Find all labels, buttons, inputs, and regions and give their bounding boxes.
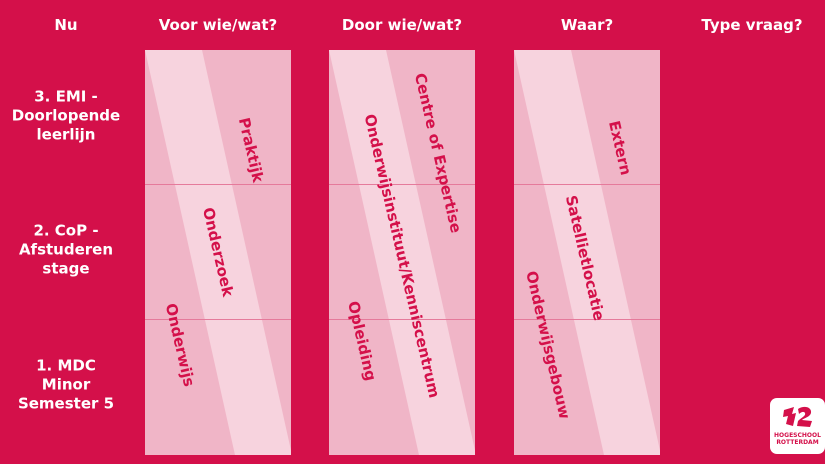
row-divider [514, 184, 660, 185]
header-door-wie-wat: Door wie/wat? [341, 16, 463, 34]
hr-logo-icon [782, 406, 812, 427]
logo-text: HOGESCHOOL ROTTERDAM [774, 432, 821, 446]
header-voor-wie-wat: Voor wie/wat? [158, 16, 278, 34]
column-waar [514, 50, 660, 455]
header-nu: Nu [54, 16, 78, 34]
row-divider [329, 319, 475, 320]
row-label-emi: 3. EMI - Doorlopende leerlijn [11, 87, 121, 144]
row-divider [145, 184, 291, 185]
row-divider [514, 319, 660, 320]
row-label-mdc: 1. MDC Minor Semester 5 [17, 356, 115, 413]
header-waar: Waar? [560, 16, 614, 34]
row-divider [145, 319, 291, 320]
row-label-cop: 2. CoP - Afstuderen stage [18, 221, 114, 278]
column-voor-wie-wat [145, 50, 291, 455]
header-type-vraag: Type vraag? [701, 16, 803, 34]
column-door-wie-wat [329, 50, 475, 455]
hogeschool-rotterdam-logo: HOGESCHOOL ROTTERDAM [770, 398, 825, 454]
row-divider [329, 184, 475, 185]
